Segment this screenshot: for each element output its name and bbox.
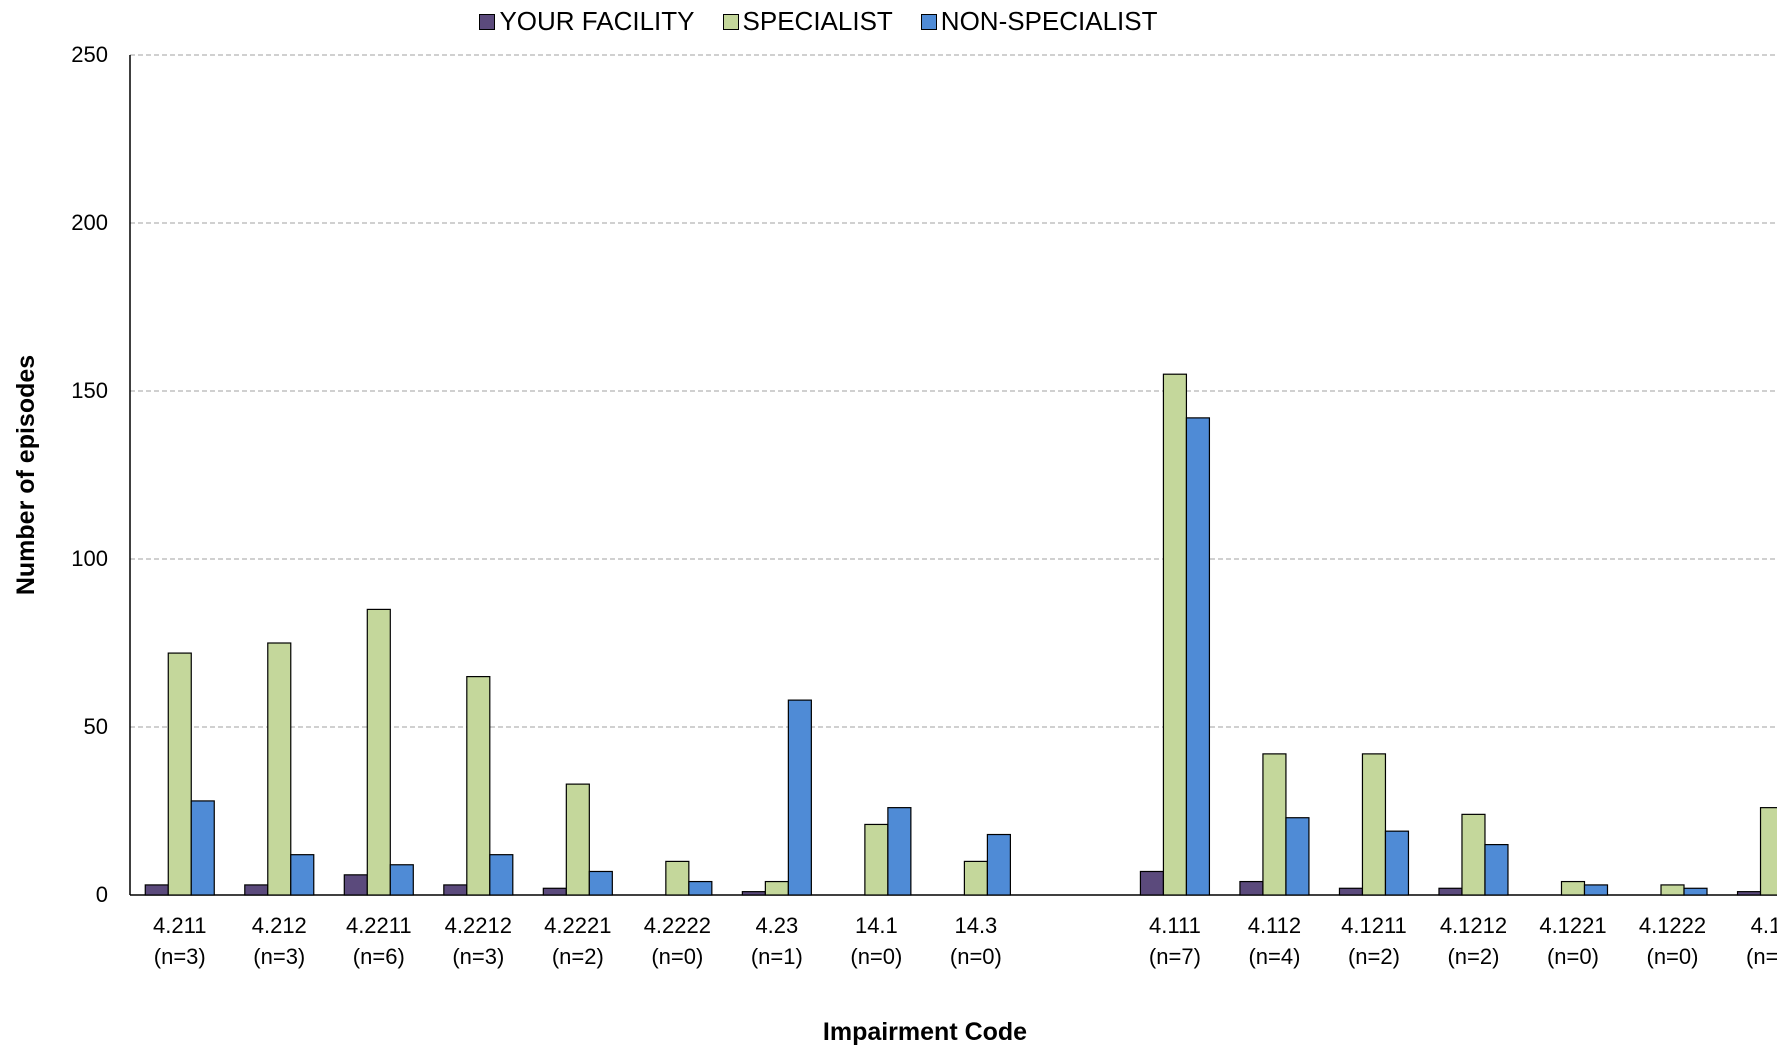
x-tick-sublabel: (n=7): [1149, 944, 1201, 969]
bar: [864, 823, 889, 896]
bar: [443, 884, 468, 896]
bar: [665, 860, 690, 896]
x-tick-label: 4.2222: [644, 913, 711, 938]
bar: [542, 887, 567, 896]
x-tick-sublabel: (n=6): [353, 944, 405, 969]
x-tick-sublabel: (n=2): [1447, 944, 1499, 969]
bar: [588, 870, 613, 896]
bar: [565, 783, 590, 896]
bar: [1560, 880, 1586, 896]
y-tick-label: 200: [71, 210, 108, 235]
x-tick-label: 4.1221: [1539, 913, 1606, 938]
x-tick-label: 14.1: [855, 913, 898, 938]
legend-label: NON-SPECIALIST: [940, 6, 1158, 36]
y-tick-label: 100: [71, 546, 108, 571]
x-tick-label: 4.1222: [1639, 913, 1706, 938]
x-tick-sublabel: (n=4): [1248, 944, 1300, 969]
x-tick-label: 4.1212: [1440, 913, 1507, 938]
x-tick-label: 4.13: [1751, 913, 1777, 938]
x-tick-sublabel: (n=3): [154, 944, 206, 969]
bar: [1185, 417, 1211, 896]
bar: [1660, 884, 1685, 896]
bar: [290, 854, 315, 896]
legend-label: SPECIALIST: [742, 6, 893, 36]
x-tick-label: 4.112: [1248, 913, 1301, 938]
x-tick-label: 4.1211: [1341, 913, 1407, 938]
x-tick-label: 14.3: [954, 913, 997, 938]
bar: [1285, 817, 1310, 896]
x-tick-sublabel: (n=3): [253, 944, 305, 969]
bar: [688, 880, 713, 896]
bar: [887, 807, 912, 896]
bar: [1162, 373, 1188, 896]
bar: [489, 854, 514, 896]
bar: [1759, 807, 1777, 896]
y-tick-label: 0: [96, 882, 108, 907]
bar: [343, 874, 368, 896]
x-tick-sublabel: (n=0): [1647, 944, 1699, 969]
legend-swatch: [479, 13, 496, 30]
x-axis-title: Impairment Code: [823, 1018, 1027, 1046]
x-tick-label: 4.2212: [445, 913, 512, 938]
x-tick-sublabel: (n=2): [552, 944, 604, 969]
bar: [1239, 880, 1264, 896]
y-axis-title: Number of episodes: [12, 355, 40, 595]
x-tick-sublabel: (n=0): [651, 944, 703, 969]
bar: [741, 891, 766, 896]
bar: [1583, 884, 1609, 896]
bar: [986, 833, 1011, 896]
bar: [1361, 753, 1387, 896]
bar: [1438, 887, 1463, 896]
x-tick-label: 4.212: [252, 913, 307, 938]
bar: [190, 800, 215, 896]
bar: [267, 642, 292, 896]
x-tick-sublabel: (n=0): [950, 944, 1002, 969]
x-tick-sublabel: (n=2): [1348, 944, 1400, 969]
legend: YOUR FACILITY SPECIALIST NON-SPECIALIST: [0, 6, 1707, 37]
bar: [787, 699, 812, 896]
bar: [1338, 887, 1364, 896]
bar: [366, 608, 391, 896]
bar: [167, 652, 192, 896]
x-tick-label: 4.23: [755, 913, 798, 938]
y-tick-label: 50: [84, 714, 108, 739]
bar: [764, 880, 789, 896]
x-tick-sublabel: (n=1): [751, 944, 803, 969]
x-tick-label: 4.2221: [544, 913, 611, 938]
legend-label: YOUR FACILITY: [499, 6, 695, 36]
x-tick-label: 4.111: [1149, 913, 1201, 938]
bar: [1736, 891, 1762, 896]
x-tick-sublabel: (n=0): [1547, 944, 1599, 969]
legend-item: SPECIALIST: [722, 6, 893, 37]
legend-swatch: [920, 13, 937, 30]
bar: [144, 884, 169, 896]
bar: [389, 864, 414, 896]
bar: [1683, 887, 1708, 896]
x-tick-sublabel: (n=3): [452, 944, 504, 969]
bar: [244, 884, 269, 896]
bar: [466, 675, 491, 896]
x-tick-label: 4.2211: [346, 913, 412, 938]
x-tick-sublabel: (n=0): [850, 944, 902, 969]
bar: [1139, 870, 1165, 896]
bar: [1461, 813, 1486, 896]
bar: [963, 860, 988, 896]
legend-item: YOUR FACILITY: [479, 6, 695, 37]
x-tick-label: 4.211: [153, 913, 206, 938]
y-tick-label: 150: [71, 378, 108, 403]
legend-swatch: [722, 13, 739, 30]
bar: [1262, 753, 1287, 896]
legend-item: NON-SPECIALIST: [920, 6, 1158, 37]
x-tick-sublabel: (n=1): [1746, 944, 1777, 969]
y-tick-label: 250: [71, 42, 108, 67]
bar: [1484, 843, 1509, 896]
bar: [1384, 830, 1410, 896]
